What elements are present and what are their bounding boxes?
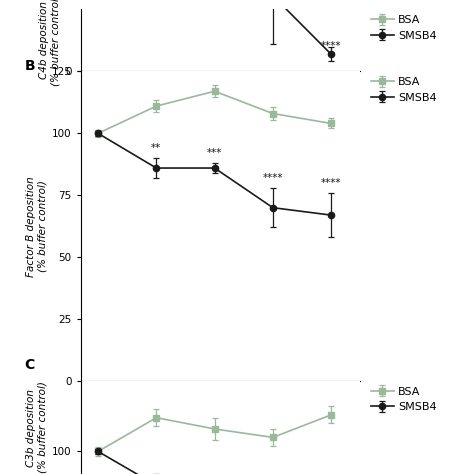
Text: ***: ***	[207, 148, 222, 158]
Text: C: C	[25, 358, 35, 372]
Y-axis label: C3b deposition
(% buffer control): C3b deposition (% buffer control)	[26, 382, 48, 474]
Text: **: **	[151, 143, 162, 153]
Text: B: B	[25, 59, 35, 73]
X-axis label: Concentration (μM): Concentration (μM)	[170, 95, 271, 105]
Y-axis label: C4b deposition
(% buffer control): C4b deposition (% buffer control)	[39, 0, 61, 86]
Text: ****: ****	[321, 178, 341, 188]
Text: A: A	[25, 0, 36, 2]
Y-axis label: Factor B deposition
(% buffer control): Factor B deposition (% buffer control)	[26, 176, 47, 277]
X-axis label: Concentration (μM): Concentration (μM)	[170, 404, 271, 414]
Legend: BSA, SMSB4: BSA, SMSB4	[372, 15, 437, 41]
Legend: BSA, SMSB4: BSA, SMSB4	[372, 77, 437, 102]
Legend: BSA, SMSB4: BSA, SMSB4	[372, 387, 437, 412]
Text: ****: ****	[321, 41, 341, 51]
Text: ****: ****	[263, 173, 283, 183]
